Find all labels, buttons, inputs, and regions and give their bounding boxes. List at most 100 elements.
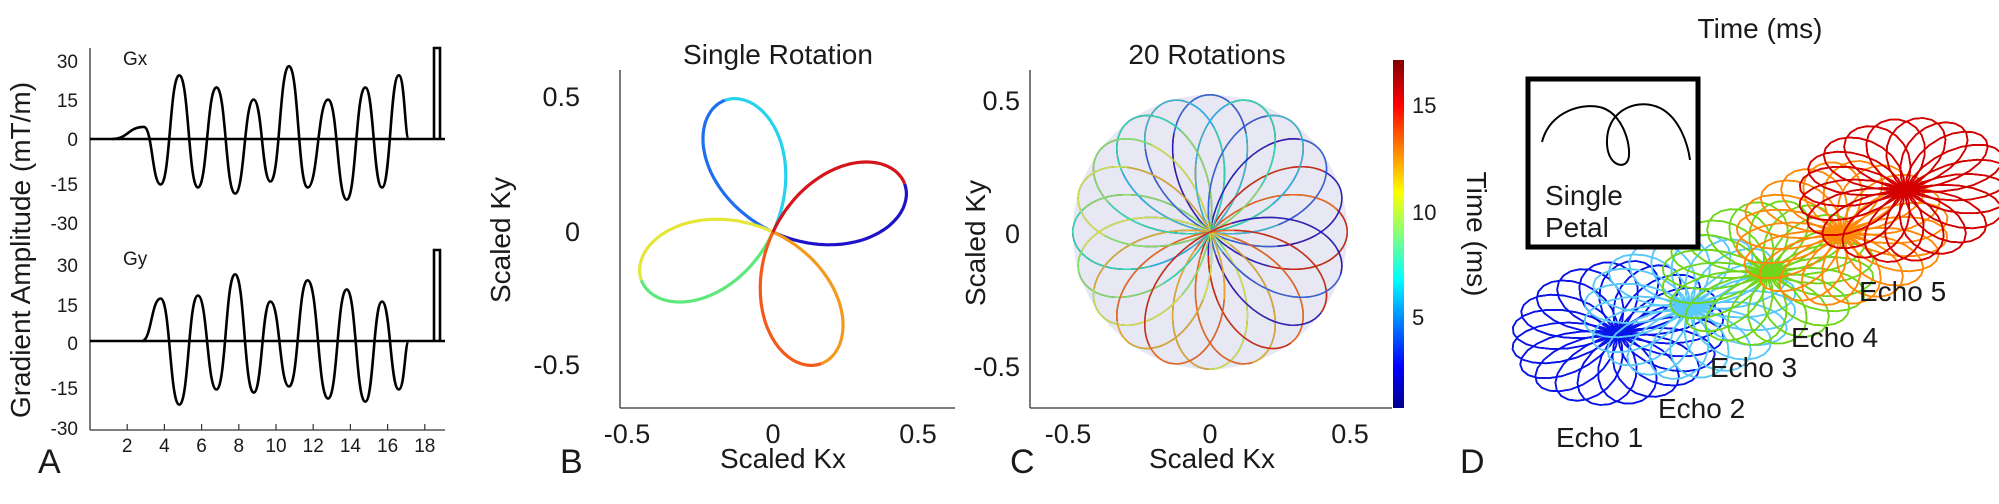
panel-b-ytick: -0.5 <box>533 350 580 380</box>
panel-c-ytick: 0 <box>1005 219 1020 249</box>
panel-b-letter: B <box>560 443 583 481</box>
panel-a-gy-ytick: 30 <box>57 256 78 277</box>
panel-c-rosette-20-rotations <box>1071 93 1349 371</box>
panel-c-rosette-segment <box>1108 202 1274 235</box>
panel-c: 20 Rotations -0.5 0 0.5 0.5 0 -0.5 Scale… <box>960 39 1492 481</box>
panel-a-xtick: 8 <box>234 436 245 457</box>
panel-d-echo-trajectory <box>1511 261 1725 405</box>
panel-b-ylabel: Scaled Ky <box>485 177 516 303</box>
panel-b-rosette <box>638 97 908 367</box>
panel-d-inset-line2: Petal <box>1545 212 1609 243</box>
panel-b-xlabel: Scaled Kx <box>720 443 846 474</box>
panel-c-rosette-segment <box>1266 114 1304 205</box>
panel-c-colorbar-tick: 15 <box>1412 93 1436 118</box>
panel-d-echo-trajectory <box>1606 247 1774 367</box>
panel-a-gy-ytick: 0 <box>67 334 78 355</box>
panel-c-rosette-segment <box>1148 299 1226 365</box>
panel-d-echo-trajectory <box>1807 121 1999 259</box>
panel-c-title: 20 Rotations <box>1128 39 1285 70</box>
panel-c-rosette-segment <box>1077 166 1128 237</box>
panel-c-letter: C <box>1010 443 1035 481</box>
panel-c-rosette-segment <box>1180 130 1213 296</box>
panel-d-echo-label: Echo 1 <box>1556 422 1643 453</box>
panel-b-xtick: 0 <box>765 419 780 449</box>
panel-c-rosette-segment <box>1163 126 1226 284</box>
panel-d-echo-3 <box>1661 200 1875 346</box>
panel-c-colorbar-tick: 5 <box>1412 305 1424 330</box>
panel-b-rosette-segment <box>639 231 775 304</box>
panel-c-rosette-segment <box>1082 193 1226 251</box>
panel-c-xtick: 0.5 <box>1331 419 1369 449</box>
panel-d-echo-trajectory <box>1519 268 1717 398</box>
panel-c-rosette-segment <box>1173 93 1247 134</box>
panel-a-gy-waveform <box>141 272 411 407</box>
panel-a-xtick: 10 <box>265 436 286 457</box>
panel-a-xticks: 2 4 6 8 10 12 14 16 18 <box>122 424 435 457</box>
panel-c-rosette-segment <box>1116 114 1182 174</box>
panel-c-ytick: -0.5 <box>973 352 1020 382</box>
panel-c-rosette-segment <box>1122 172 1279 235</box>
panel-c-rosette-segment <box>1081 216 1231 251</box>
panel-c-rosette-segment <box>1232 237 1304 344</box>
panel-d-echo-label: Echo 2 <box>1658 393 1745 424</box>
panel-c-rosette-segment <box>1092 288 1183 326</box>
panel-a: Gradient Amplitude (mT/m) 30 15 0 -15 -3… <box>5 46 445 481</box>
panel-c-rosette-segment <box>1215 254 1322 326</box>
panel-d-echo-trajectory <box>1669 208 1867 338</box>
panel-d-echo-label: Echo 4 <box>1791 322 1878 353</box>
panel-d-echo-trajectory <box>1821 130 1989 250</box>
panel-a-xtick: 16 <box>377 436 398 457</box>
panel-d-echo-trajectory <box>1512 260 1724 406</box>
panel-d-echo-label: Echo 3 <box>1710 352 1797 383</box>
panel-c-rosette-segment <box>1116 229 1234 322</box>
panel-d-echo-trajectory <box>1662 200 1874 346</box>
panel-c-rosette-segment <box>1071 209 1151 271</box>
panel-c-rosette-segment <box>1171 133 1270 268</box>
panel-c-rosette-segment <box>1092 138 1152 204</box>
panel-c-rosette-segment <box>1104 185 1262 248</box>
panel-a-gy-label: Gy <box>123 249 148 270</box>
panel-a-gx-label: Gx <box>123 49 148 70</box>
panel-c-xlabel: Scaled Kx <box>1149 443 1275 474</box>
panel-a-gx-ytick: 0 <box>67 130 78 151</box>
panel-a-xtick: 2 <box>122 436 133 457</box>
panel-a-gx-ytick: 15 <box>57 91 78 112</box>
panel-b-rosette-segment <box>638 217 774 281</box>
panel-b-rosette-segment <box>771 160 907 233</box>
panel-c-xtick: 0 <box>1202 419 1217 449</box>
panel-c-rosette-segment <box>1222 251 1342 298</box>
panel-d-echo-trajectory <box>1798 118 1999 262</box>
panel-c-rosette-segment <box>1277 170 1343 248</box>
panel-d-echo-trajectory <box>1743 168 1941 298</box>
panel-c-rosette-segment <box>1144 222 1233 347</box>
panel-c-rosette-segment <box>1150 144 1213 301</box>
panel-c-rosette-segment <box>1229 244 1276 364</box>
panel-a-xtick: 18 <box>414 436 435 457</box>
panel-c-colorbar-tick: 10 <box>1412 200 1436 225</box>
panel-a-xtick: 14 <box>340 436 362 457</box>
panel-a-gy-spoiler-pulse <box>432 248 442 341</box>
panel-b-ytick: 0 <box>565 217 580 247</box>
panel-c-rosette-segment <box>1233 229 1328 314</box>
panel-d: Time (ms) Single Petal Echo 1 Echo 2 Ech… <box>1460 13 1999 481</box>
panel-d-echo-label: Echo 5 <box>1859 276 1946 307</box>
panel-b-rosette-segment <box>772 230 845 366</box>
panel-b-ytick: 0.5 <box>542 82 580 112</box>
panel-d-time-label: Time (ms) <box>1698 13 1823 44</box>
panel-b-rosette-segment <box>758 231 822 367</box>
panel-d-echo-4 <box>1735 160 1949 306</box>
panel-c-rosette-segment <box>1207 255 1292 350</box>
panel-d-inset-box <box>1525 76 1701 250</box>
panel-c-rosette-segment <box>1269 209 1349 271</box>
panel-c-ylabel: Scaled Ky <box>960 180 991 306</box>
panel-d-echo-trajectory <box>1799 117 1999 263</box>
panel-a-ylabel: Gradient Amplitude (mT/m) <box>5 82 36 418</box>
panel-b-rosette-segment <box>701 98 774 234</box>
panel-d-single-petal-curve <box>1541 103 1691 166</box>
panel-b-xtick: 0.5 <box>899 419 937 449</box>
panel-d-echo-stack <box>1511 117 1999 406</box>
panel-a-letter: A <box>38 443 61 481</box>
panel-a-xtick: 4 <box>159 436 170 457</box>
panel-c-rosette-segment <box>1144 99 1215 150</box>
